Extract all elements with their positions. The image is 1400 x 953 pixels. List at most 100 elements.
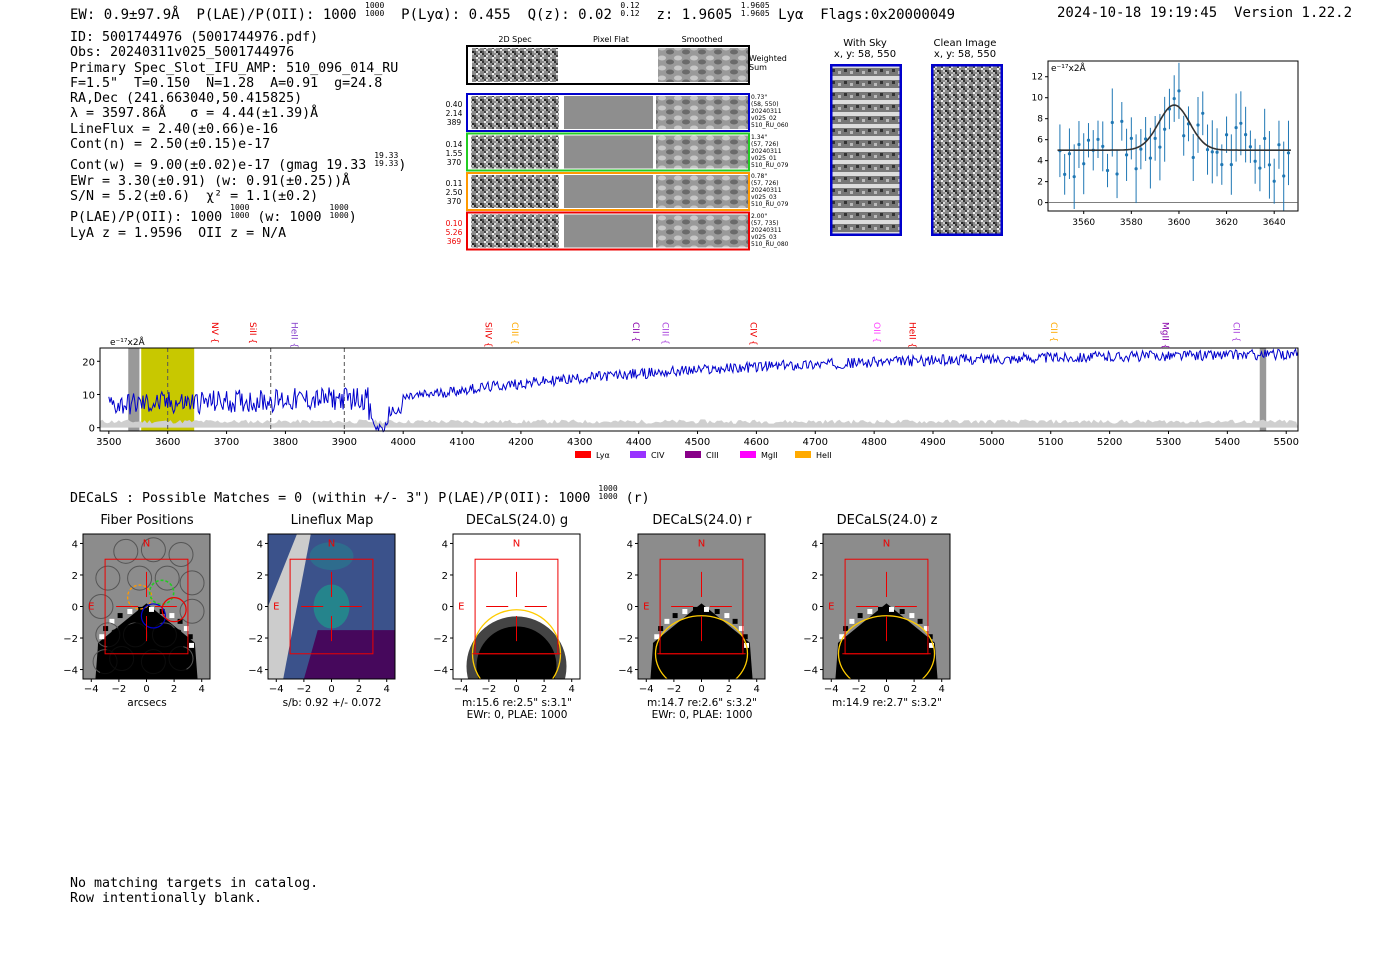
decals-summary: DECaLS : Possible Matches = 0 (within +/… — [70, 484, 650, 507]
source-edge-pixel — [878, 606, 884, 612]
panel-y-tick-label: 4 — [72, 539, 78, 550]
fit-data-point — [1263, 136, 1267, 141]
spectrum-legend-label: MgII — [761, 451, 778, 460]
fit-x-tick-label: 3560 — [1072, 218, 1095, 228]
fit-data-point — [1077, 142, 1081, 147]
footer-line2: Row intentionally blank. — [70, 891, 263, 906]
fit-data-point — [1134, 167, 1138, 171]
panel-y-tick-label: 4 — [257, 539, 263, 550]
header-plae-range: 1000 1000 — [365, 1, 385, 18]
fit-data-point — [1153, 136, 1157, 140]
fit-data-point — [1220, 163, 1224, 167]
cutout-row-right-label: 0.73" (58, 550) 20240311 v025_02 510_RU_060 — [751, 94, 789, 129]
fiber-circle — [179, 598, 205, 624]
spectrum-x-tick-label: 3900 — [332, 437, 357, 448]
info-block: ID: 5001744976 (5001744976.pdf) Obs: 2024… — [70, 30, 406, 241]
spectrum-x-tick-label: 5300 — [1156, 437, 1181, 448]
panel-x-tick-label: −2 — [667, 684, 682, 695]
spectrum-x-tick-label: 4300 — [567, 437, 592, 448]
fiber-circle — [154, 565, 180, 591]
panel-x-tick-label: 0 — [883, 684, 889, 695]
spectrum-legend-label: CIII — [706, 451, 719, 460]
image-panel: N E −4 −4 −2 −2 0 0 2 2 4 4 — [618, 533, 766, 695]
header-lya: Lyα — [778, 7, 804, 23]
panel-x-tick-label: −2 — [482, 684, 497, 695]
north-label: N — [328, 539, 335, 550]
header-z-range: 1.9605 1.9605 — [740, 1, 770, 18]
spectrum-line-label: OII { — [871, 322, 881, 343]
spectrum-line-label: CII { — [630, 322, 640, 342]
header-flags: Flags:0x20000049 — [820, 7, 956, 23]
source-edge-pixel — [837, 642, 843, 648]
info-lyaz: LyA z = 1.9596 OII z = N/A — [70, 225, 287, 241]
header-qz: Q(z): 0.02 — [527, 7, 612, 23]
fit-data-point — [1096, 137, 1100, 141]
spectrum-legend-swatch — [575, 451, 591, 458]
panel-caption: m:14.7 re:2.6" s:3.2" EWr: 0, PLAE: 1000 — [647, 697, 757, 721]
fit-x-tick-label: 3640 — [1263, 218, 1286, 228]
north-label: N — [698, 539, 705, 550]
panel-y-tick-label: 2 — [442, 571, 448, 582]
info-lambda: λ = 3597.86Å σ = 4.44(±1.39)Å — [70, 106, 319, 122]
weighted-2d — [472, 48, 558, 82]
spectrum-x-tick-label: 4800 — [861, 437, 886, 448]
panel-y-tick-label: 2 — [627, 571, 633, 582]
fit-model-curve — [1057, 104, 1291, 151]
north-label: N — [513, 539, 520, 550]
cutout-pixel-flat — [564, 135, 653, 169]
spectrum-x-tick-label: 4900 — [920, 437, 945, 448]
panel-x-tick-label: −4 — [269, 684, 284, 695]
source-edge-pixel — [724, 613, 730, 619]
source-edge-pixel — [189, 642, 195, 648]
fit-data-point — [1063, 172, 1067, 176]
spectrum-line-label: CII { — [1048, 322, 1058, 342]
source-edge-pixel — [917, 618, 923, 624]
source-edge-pixel — [839, 634, 845, 640]
spectrum-legend-label: CIV — [651, 451, 665, 460]
fit-data-point — [1267, 163, 1272, 167]
cutout-row-left-label: 0.11 2.50 370 — [445, 179, 463, 206]
weighted-sum-label: Weighted Sum — [749, 54, 787, 72]
panel-y-tick-label: −4 — [433, 666, 448, 677]
panel-caption: m:15.6 re:2.5" s:3.1" EWr: 0, PLAE: 1000 — [462, 697, 572, 721]
header-plya: P(Lyα): 0.455 — [401, 7, 511, 23]
source-edge-pixel — [693, 606, 699, 612]
col-smoothed: Smoothed — [681, 35, 723, 44]
panel-x-tick-label: 0 — [698, 684, 704, 695]
clean-image-title: Clean Image x, y: 58, 550 — [933, 38, 997, 60]
spectrum-unit-label: e⁻¹⁷x2Å — [110, 336, 146, 348]
fit-data-point — [1177, 89, 1181, 93]
spectrum-line-label: CIII { — [659, 322, 669, 345]
panel-y-tick-label: −2 — [63, 634, 78, 645]
panel-y-tick-label: −4 — [618, 666, 633, 677]
spectrum-legend-swatch — [740, 451, 756, 458]
panel-y-tick-label: −2 — [803, 634, 818, 645]
header-datetime: 2024-10-18 19:19:45 — [1057, 5, 1218, 21]
fiber-circle — [95, 565, 121, 591]
image-panel: N E −4 −4 −2 −2 0 0 2 2 4 4 — [248, 533, 396, 695]
cutout-stack — [466, 45, 750, 251]
spectrum-x-tick-label: 5200 — [1097, 437, 1122, 448]
header-ew: EW: 0.9±97.9Å — [70, 7, 180, 23]
east-label: E — [273, 602, 279, 613]
source-edge-pixel — [672, 613, 678, 619]
fit-data-point — [1272, 179, 1276, 183]
fit-data-point — [1239, 121, 1243, 125]
panel-caption: m:14.9 re:2.7" s:3.2" — [832, 697, 942, 709]
spectrum-y-tick-label: 0 — [89, 424, 95, 435]
info-radec: RA,Dec (241.663040,50.415825) — [70, 91, 303, 107]
fit-data-point — [1172, 96, 1176, 101]
fit-data-point — [1086, 138, 1091, 142]
spectrum-x-tick-label: 4400 — [626, 437, 651, 448]
fiber-circle — [88, 594, 114, 619]
source-edge-pixel — [732, 618, 738, 624]
panel-y-tick-label: 2 — [812, 571, 818, 582]
fit-data-point — [1253, 159, 1257, 163]
cutout-row-left-label: 0.10 5.26 369 — [445, 218, 463, 246]
spectrum-line-label: HeII { — [288, 322, 298, 348]
cutout-smoothed — [656, 96, 748, 129]
fiber-circle — [140, 537, 166, 563]
spectrum-line-label: NV { — [209, 322, 219, 343]
search-box — [104, 558, 189, 655]
aperture-ellipse — [654, 615, 749, 679]
